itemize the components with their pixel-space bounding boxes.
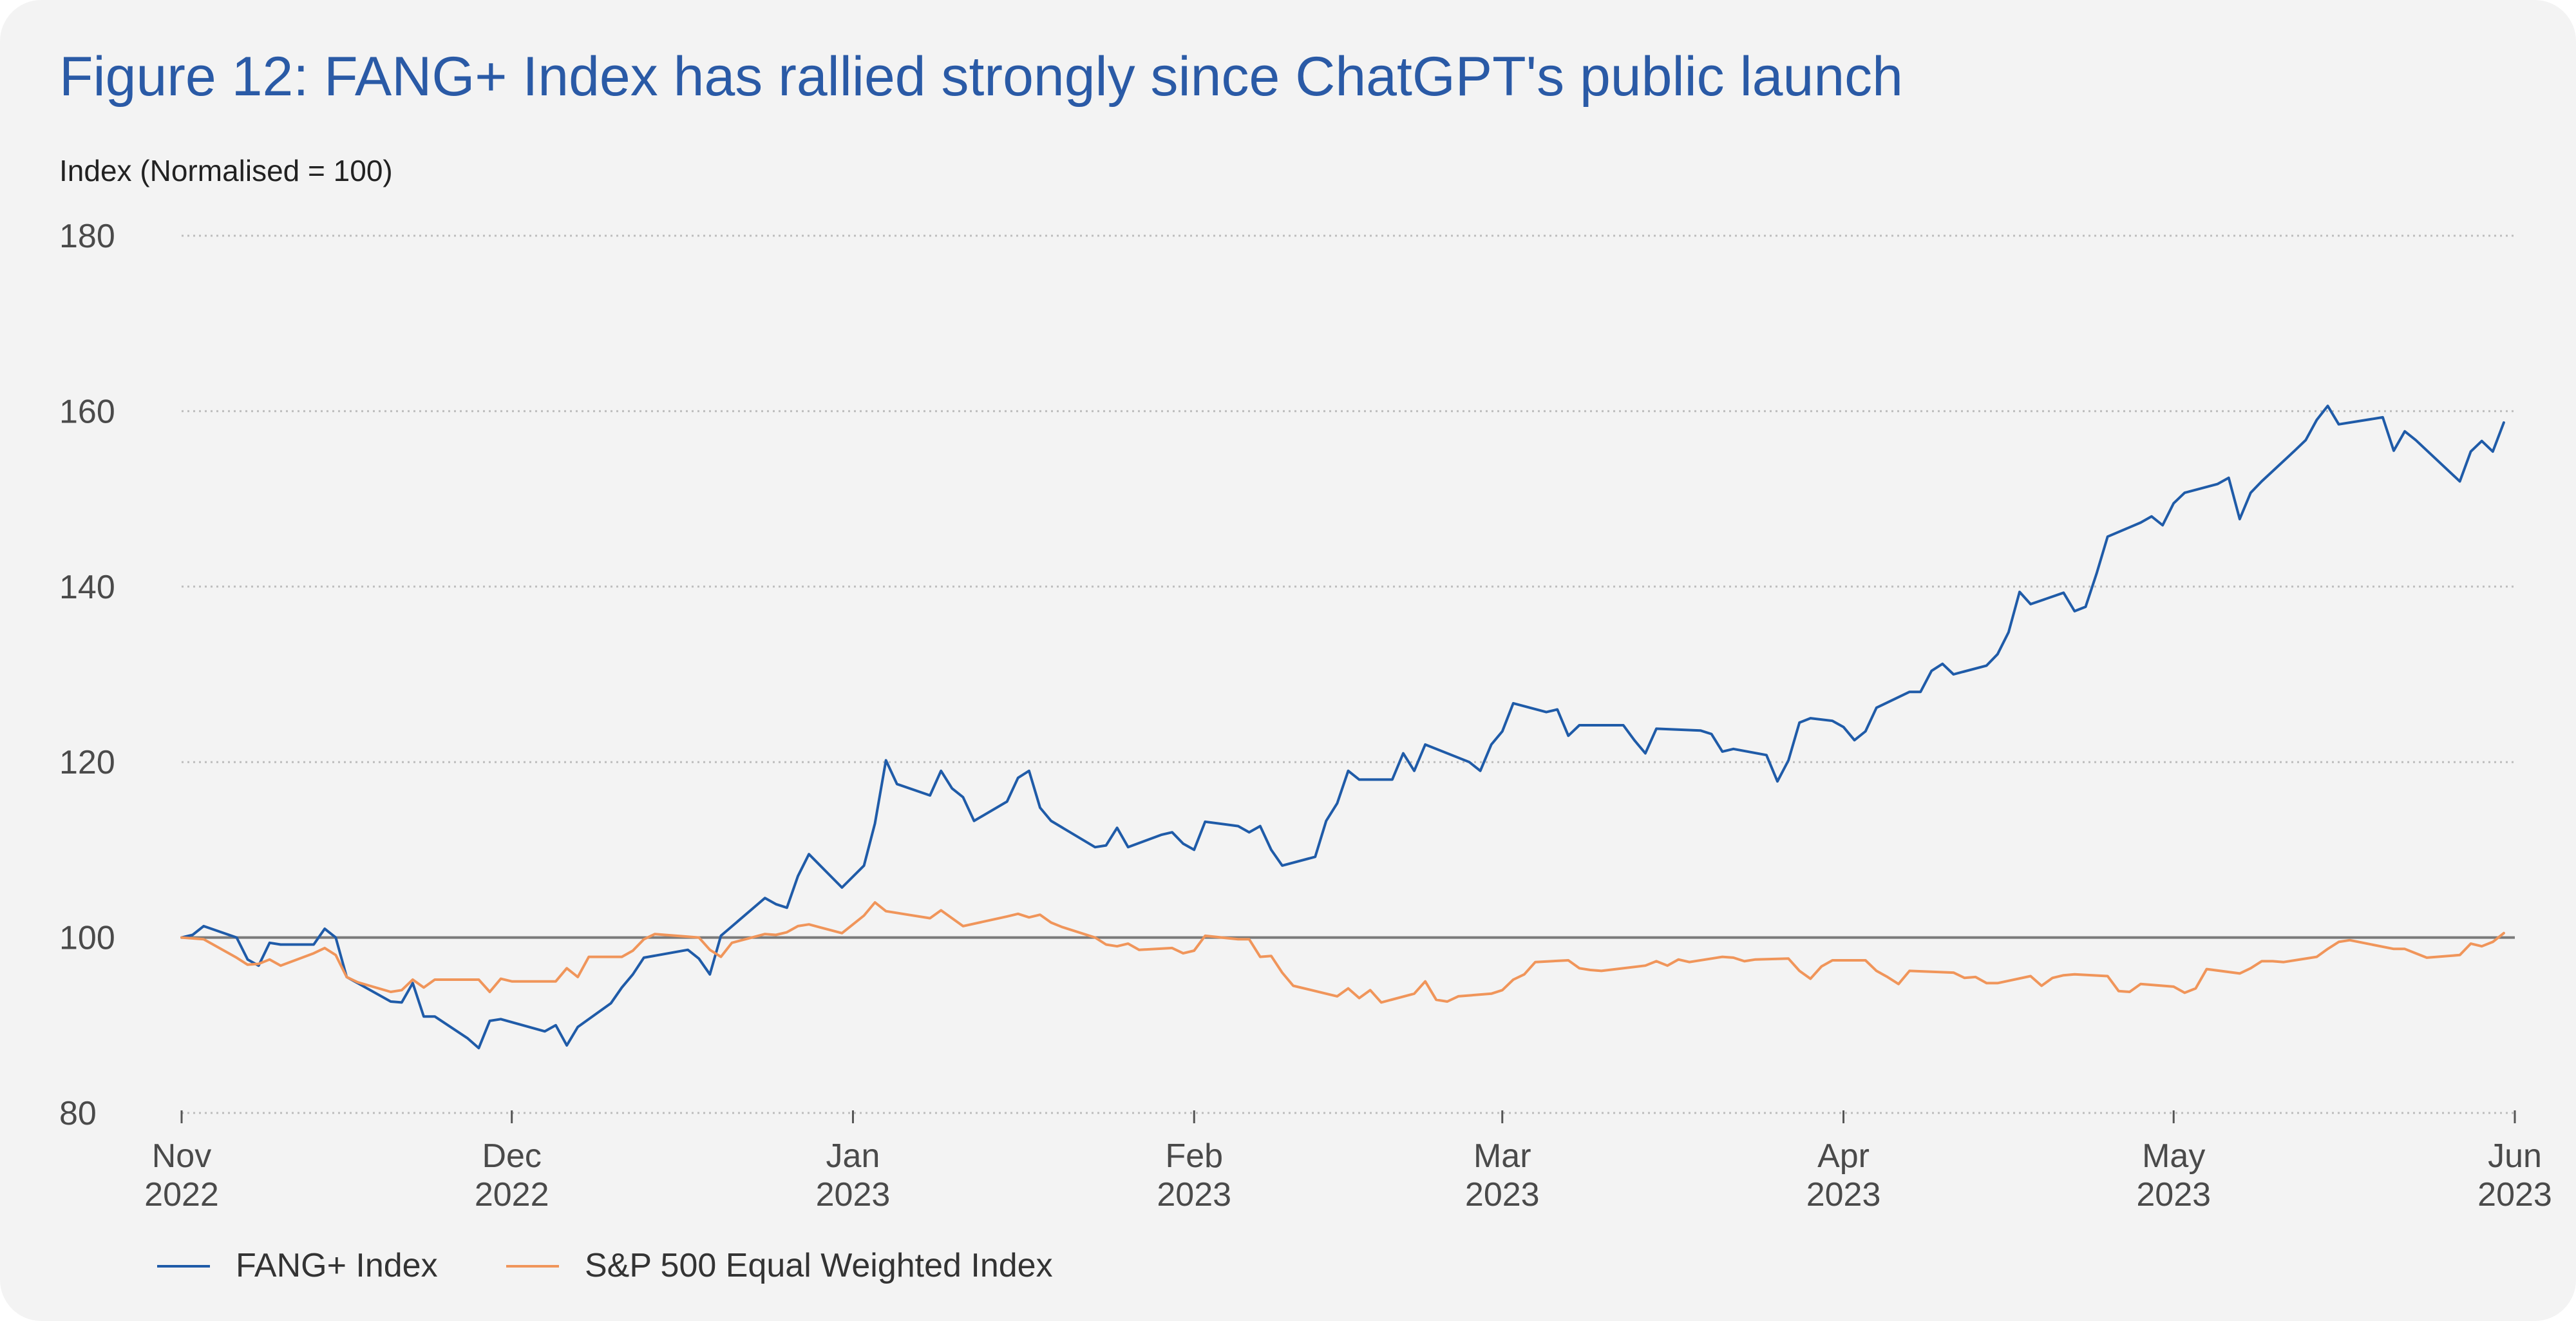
- gridlines: [182, 234, 2515, 1114]
- series-line-sp500: [180, 901, 2505, 1004]
- y-axis-ticks: 80 100 120 140 160 180: [59, 218, 115, 1132]
- y-tick-label-160: 160: [59, 393, 115, 430]
- y-tick-label-140: 140: [59, 569, 115, 606]
- x-tick-label-nov: Nov 2022: [144, 1137, 219, 1213]
- x-tick-label-may: May 2023: [2136, 1137, 2211, 1213]
- series-line-fang: [180, 404, 2505, 1050]
- series-lines: [180, 404, 2505, 1050]
- chart-title: Figure 12: FANG+ Index has rallied stron…: [59, 46, 1903, 108]
- x-tick-label-jun: Jun 2023: [2477, 1137, 2552, 1213]
- x-tick-label-apr: Apr 2023: [1806, 1137, 1881, 1213]
- y-axis-label: Index (Normalised = 100): [59, 154, 393, 187]
- legend-swatch-fang: [157, 1265, 210, 1268]
- legend-label-fang: FANG+ Index: [236, 1247, 438, 1284]
- x-tick-label-feb: Feb 2023: [1157, 1137, 1231, 1213]
- y-tick-label-120: 120: [59, 744, 115, 781]
- x-tick-label-mar: Mar 2023: [1465, 1137, 1540, 1213]
- x-tick-label-dec: Dec 2022: [475, 1137, 549, 1213]
- y-tick-label-100: 100: [59, 920, 115, 957]
- legend-swatch-sp500: [506, 1265, 559, 1268]
- x-axis-ticks: Nov 2022 Dec 2022 Jan 2023 Feb 2023 Mar 2023 Apr 20…: [144, 1110, 2552, 1213]
- legend-label-sp500: S&P 500 Equal Weighted Index: [585, 1247, 1053, 1284]
- y-tick-label-180: 180: [59, 218, 115, 255]
- y-tick-label-80: 80: [59, 1095, 97, 1132]
- x-tick-label-jan: Jan 2023: [816, 1137, 891, 1213]
